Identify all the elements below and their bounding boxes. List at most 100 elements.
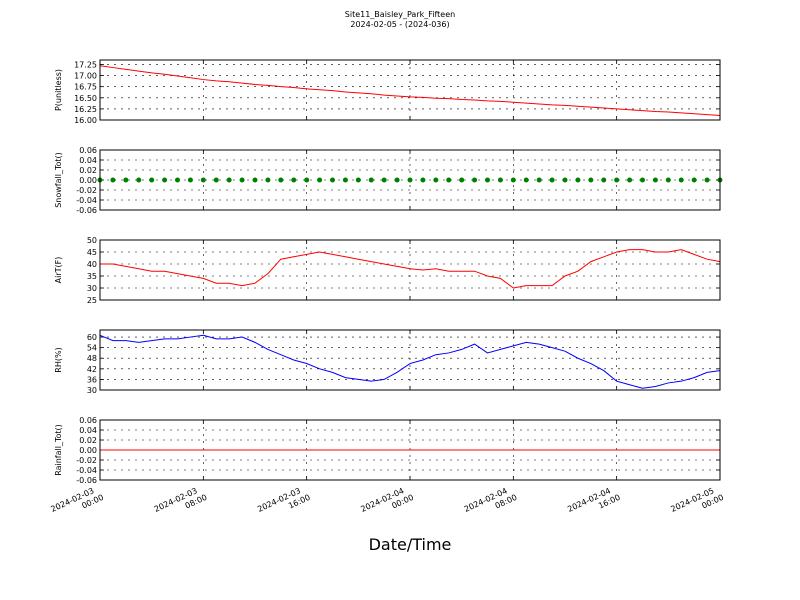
data-point	[175, 177, 180, 183]
y-tick-label: 30	[87, 284, 97, 293]
y-tick-label: -0.02	[76, 186, 97, 195]
y-tick-label: 17.25	[74, 60, 97, 69]
y-tick-label: -0.06	[76, 476, 97, 485]
chart-subtitle: 2024-02-05 - (2024-036)	[350, 20, 449, 29]
y-axis-label: RH(%)	[54, 347, 63, 372]
y-tick-label: 16.50	[74, 94, 97, 103]
data-point	[536, 177, 542, 183]
y-tick-label: 16.00	[74, 116, 97, 125]
data-point	[433, 177, 439, 183]
y-tick-label: 25	[87, 296, 97, 305]
y-axis-label: AirT(F)	[54, 257, 63, 284]
data-point	[265, 177, 271, 183]
data-point	[562, 177, 568, 183]
data-point	[136, 177, 142, 183]
data-point	[627, 177, 633, 183]
y-tick-label: 0.00	[79, 446, 97, 455]
data-point	[226, 177, 232, 183]
y-tick-label: 0.02	[79, 436, 97, 445]
y-tick-label: 0.04	[79, 156, 97, 165]
data-point	[355, 177, 361, 183]
data-point	[187, 177, 193, 183]
data-point	[446, 177, 452, 183]
y-tick-label: 16.75	[74, 83, 97, 92]
data-point	[342, 177, 348, 183]
data-point	[640, 177, 645, 183]
y-tick-label: 36	[87, 375, 97, 384]
data-point	[665, 177, 671, 183]
plot-frame	[99, 329, 721, 391]
subplot: -0.06-0.04-0.020.000.020.040.06 Snowfall_…	[54, 146, 723, 215]
y-tick-label: 0.02	[79, 166, 97, 175]
data-point	[420, 177, 426, 183]
y-tick-label: 17.00	[74, 72, 97, 81]
y-tick-label: 60	[87, 333, 97, 342]
subplot: -0.06-0.04-0.020.000.020.040.06 2024-02-0…	[49, 416, 725, 523]
data-point	[549, 177, 555, 183]
data-line	[100, 249, 721, 289]
data-point	[497, 177, 503, 183]
y-tick-label: 30	[87, 386, 97, 395]
x-axis-label: Date/Time	[369, 535, 452, 554]
y-tick-label: 35	[87, 272, 97, 281]
data-point	[123, 177, 129, 183]
data-point	[459, 177, 465, 183]
y-axis-label: P(unitless)	[54, 69, 63, 111]
x-tick-label: 2024-02-0300:00	[49, 484, 105, 523]
plot-frame	[99, 149, 721, 211]
data-point	[614, 177, 620, 183]
y-tick-label: 16.25	[74, 105, 97, 114]
y-tick-label: 0.06	[79, 416, 97, 425]
data-point	[652, 177, 658, 183]
plot-frame	[99, 419, 721, 481]
y-tick-label: 50	[87, 236, 97, 245]
y-tick-label: -0.06	[76, 206, 97, 215]
data-point	[691, 177, 697, 183]
y-tick-label: 0.06	[79, 146, 97, 155]
x-tick-label: 2024-02-0500:00	[669, 484, 725, 523]
data-point	[381, 177, 387, 183]
data-point	[252, 177, 258, 183]
data-point	[110, 177, 116, 183]
data-point	[213, 177, 219, 183]
y-tick-label: 42	[87, 365, 97, 374]
data-point	[330, 177, 335, 183]
data-point	[162, 177, 168, 183]
y-axis-label: Snowfall_Tot()	[54, 152, 63, 208]
y-tick-label: 45	[87, 248, 97, 257]
data-point	[239, 177, 245, 183]
data-point	[291, 177, 297, 183]
data-point	[523, 177, 529, 183]
data-point	[704, 177, 710, 183]
y-tick-label: 0.04	[79, 426, 97, 435]
x-tick-label: 2024-02-0308:00	[153, 484, 209, 523]
data-point	[317, 177, 323, 183]
subplot: 16.00 16.25 16.50 16.75 17.00 17.25 P(unitless…	[54, 59, 721, 125]
data-point	[200, 177, 206, 183]
subplot: 25 30 35 40 45 50 AirT(F)	[54, 236, 721, 305]
y-tick-label: -0.04	[76, 196, 97, 205]
data-point	[601, 177, 607, 183]
y-tick-label: -0.04	[76, 466, 97, 475]
x-tick-label: 2024-02-0400:00	[359, 484, 415, 523]
y-tick-label: 0.00	[79, 176, 97, 185]
data-point	[588, 177, 594, 183]
y-axis-label: Rainfall_Tot()	[54, 424, 63, 476]
data-point	[510, 177, 516, 183]
y-tick-label: 54	[87, 344, 97, 353]
data-point	[485, 177, 490, 183]
data-point	[407, 177, 413, 183]
x-tick-label: 2024-02-0416:00	[566, 484, 622, 523]
data-line	[99, 65, 721, 117]
data-point	[149, 177, 155, 183]
data-point	[394, 177, 400, 183]
data-point	[368, 177, 374, 183]
data-line	[99, 334, 721, 389]
data-point	[575, 177, 581, 183]
data-point	[472, 177, 478, 183]
y-tick-label: 40	[87, 260, 97, 269]
x-tick-label: 2024-02-0316:00	[256, 484, 312, 523]
y-tick-label: 48	[87, 354, 97, 363]
